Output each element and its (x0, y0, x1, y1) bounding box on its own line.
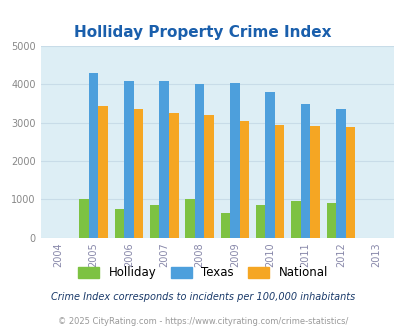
Text: Holliday Property Crime Index: Holliday Property Crime Index (74, 25, 331, 41)
Bar (345, 127, 354, 238)
Bar (309, 126, 319, 238)
Bar (204, 115, 213, 238)
Bar (168, 113, 178, 238)
Bar (194, 84, 204, 238)
Bar (274, 125, 284, 238)
Text: © 2025 CityRating.com - https://www.cityrating.com/crime-statistics/: © 2025 CityRating.com - https://www.city… (58, 317, 347, 326)
Bar (290, 201, 300, 238)
Bar (255, 205, 265, 238)
Bar (114, 209, 124, 238)
Bar (335, 109, 345, 238)
Bar (98, 106, 108, 238)
Bar (265, 92, 274, 238)
Bar (220, 213, 230, 238)
Bar (300, 104, 309, 238)
Bar (185, 199, 194, 238)
Bar (79, 199, 89, 238)
Bar (149, 205, 159, 238)
Bar (124, 81, 133, 238)
Bar (230, 82, 239, 238)
Text: Crime Index corresponds to incidents per 100,000 inhabitants: Crime Index corresponds to incidents per… (51, 292, 354, 302)
Bar (133, 109, 143, 238)
Legend: Holliday, Texas, National: Holliday, Texas, National (73, 262, 332, 284)
Bar (326, 203, 335, 238)
Bar (239, 121, 249, 238)
Bar (89, 73, 98, 238)
Bar (159, 81, 168, 238)
